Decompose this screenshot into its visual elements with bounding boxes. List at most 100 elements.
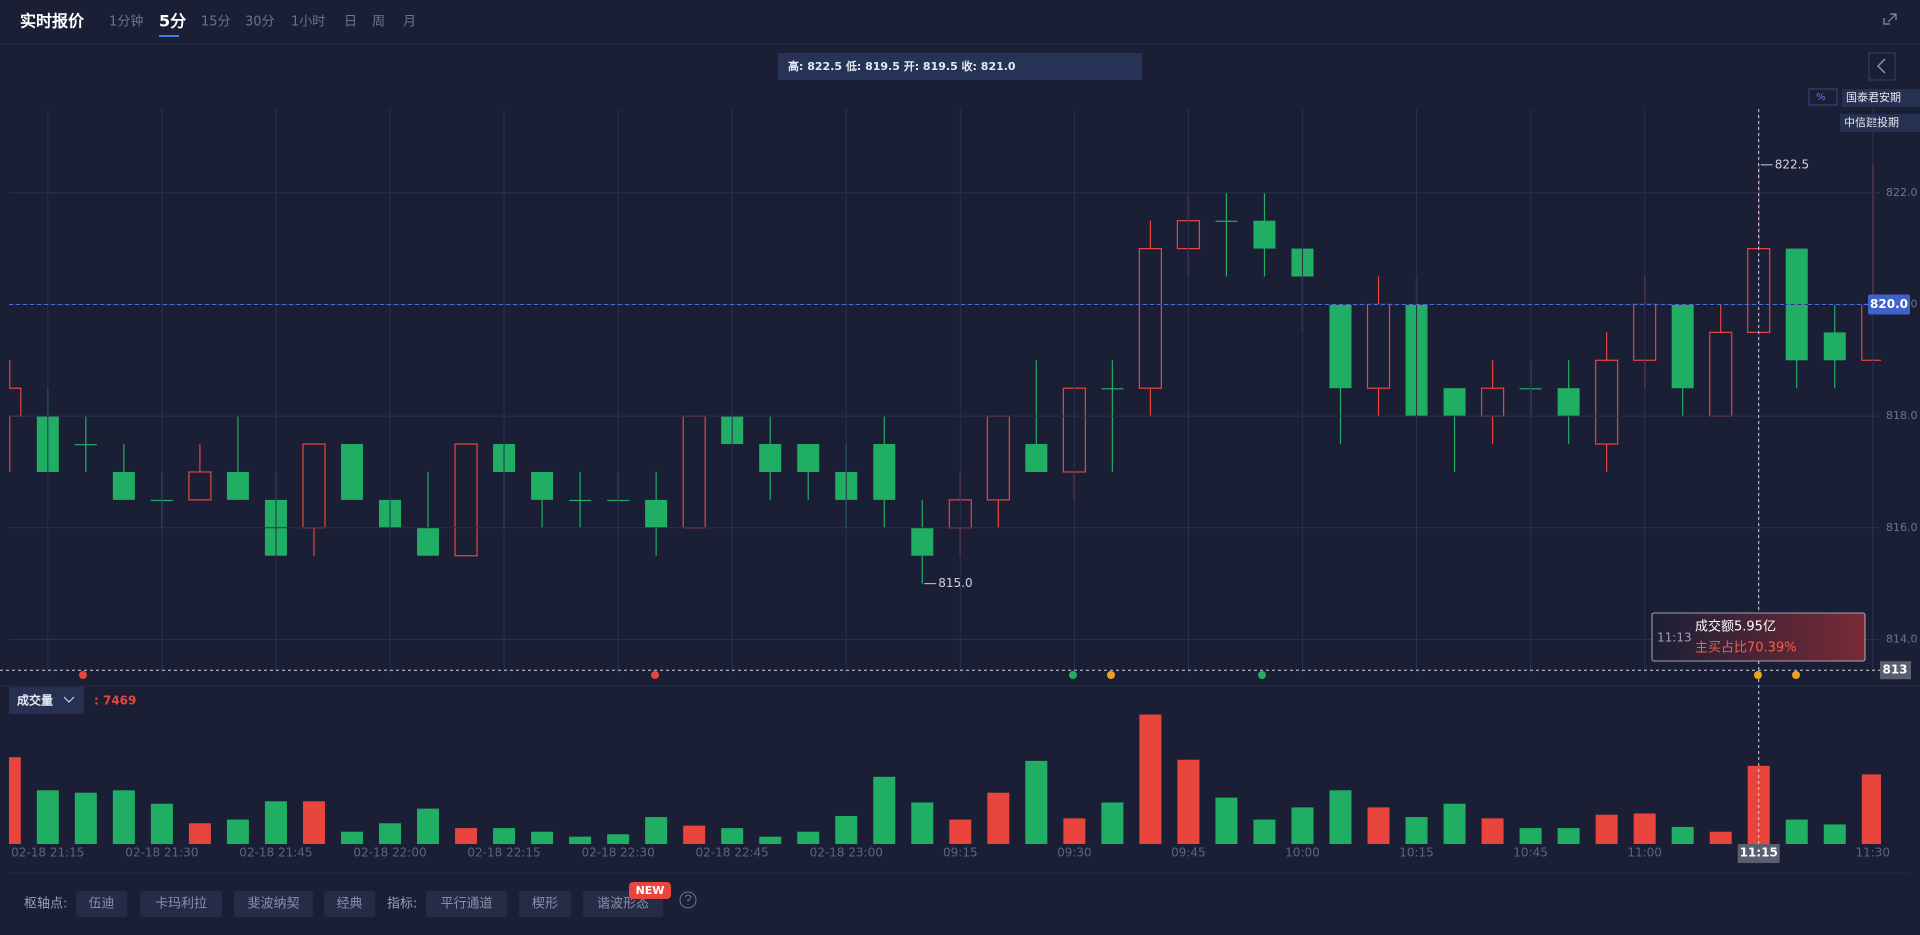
volume-bar: [1367, 807, 1390, 844]
candle-body: [1557, 388, 1580, 417]
volume-title: 成交量: [17, 693, 53, 708]
indicator-button-label: 谐波形态: [597, 897, 649, 912]
candle-body: [454, 443, 478, 557]
x-tick-label: 11:00: [1627, 846, 1662, 860]
volume-bar: [683, 825, 706, 844]
pivot-button-label: 伍迪: [88, 897, 114, 912]
candle-body: [112, 471, 135, 500]
interval-tab[interactable]: 月: [403, 15, 416, 30]
candle-body: [1253, 220, 1276, 249]
indicator-button[interactable]: [519, 891, 571, 917]
crosshair-x-box: [1737, 844, 1780, 863]
pivot-button[interactable]: [234, 891, 313, 917]
y-tick-label: 814.0: [1886, 632, 1918, 645]
volume-bar: [1139, 714, 1162, 844]
broker-name: 国泰君安期: [1846, 90, 1901, 104]
pivot-button-label: 卡玛利拉: [155, 897, 207, 912]
x-tick-label: 10:15: [1399, 846, 1434, 860]
tooltip-amount: 成交额5.95亿: [1695, 619, 1776, 635]
last-price-box: [1868, 294, 1910, 315]
y-tick-label: 816.0: [1886, 521, 1918, 534]
volume-bar: [1671, 826, 1694, 844]
candle-body: [531, 471, 554, 500]
volume-bar: [721, 828, 744, 844]
ohlc-info: 高: 822.5 低: 819.5 开: 819.5 收: 821.0: [788, 59, 1016, 73]
low-label: 815.0: [938, 576, 972, 590]
candle-body: [1709, 331, 1733, 417]
interval-tab[interactable]: 30分: [245, 15, 275, 30]
volume-bar: [1443, 803, 1466, 844]
x-tick-label: 11:30: [1855, 846, 1890, 860]
volume-bar: [1177, 759, 1200, 844]
candle-body: [417, 527, 440, 556]
x-tick-label: 02-18 22:00: [353, 846, 426, 860]
pivot-button[interactable]: [76, 891, 127, 917]
signal-icon: [1069, 671, 1077, 679]
candle-body: [74, 444, 97, 446]
candle-body: [9, 387, 22, 417]
help-icon[interactable]: [679, 891, 697, 909]
page-title: 实时报价: [20, 12, 85, 31]
candle-body: [1480, 387, 1505, 417]
candle-body: [682, 415, 706, 529]
x-tick-label: 02-18 22:45: [696, 846, 769, 860]
tooltip-ratio: 主买占比70.39%: [1695, 641, 1797, 656]
signal-icon: [651, 671, 659, 679]
new-badge-label: NEW: [636, 884, 665, 897]
candle-body: [1671, 304, 1694, 389]
volume-bar: [873, 776, 896, 844]
interval-tab[interactable]: 日: [344, 15, 357, 30]
volume-bar: [379, 823, 401, 844]
candle-body: [1329, 304, 1352, 389]
indicator-button-label: 楔形: [532, 897, 558, 912]
volume-bar: [1329, 790, 1352, 844]
interval-tab[interactable]: 15分: [201, 15, 231, 30]
volume-bar: [1747, 765, 1770, 844]
pivot-button[interactable]: [140, 891, 222, 917]
tooltip-time: 11:13: [1657, 631, 1692, 645]
interval-tab[interactable]: 5分: [159, 12, 186, 31]
candle-body: [1443, 388, 1466, 417]
volume-bar: [74, 792, 97, 844]
pivot-button[interactable]: [324, 891, 375, 917]
broker-tag: [1840, 114, 1920, 132]
percent-box[interactable]: [1808, 88, 1838, 106]
x-tick-label: 09:15: [943, 846, 978, 860]
volume-bar: [112, 790, 135, 844]
interval-tab[interactable]: 1小时: [291, 15, 325, 30]
candle-body: [226, 471, 249, 500]
candle-body: [1138, 248, 1163, 389]
tooltip-box: [1651, 612, 1866, 662]
volume-bar: [1557, 828, 1580, 844]
volume-bar: [455, 828, 478, 844]
candle-body: [873, 444, 896, 500]
volume-bar: [1519, 828, 1542, 844]
volume-bar: [1063, 818, 1086, 844]
volume-bar: [1025, 760, 1048, 844]
interval-tab[interactable]: 周: [372, 15, 385, 30]
volume-bar: [1633, 813, 1656, 844]
x-tick-label: 10:00: [1285, 846, 1320, 860]
candle-body: [1025, 444, 1048, 472]
collapse-button[interactable]: [1868, 52, 1896, 81]
x-tick-label: 11:15: [1740, 846, 1778, 860]
marker-box: [1880, 661, 1911, 680]
percent-icon: %: [1816, 92, 1826, 103]
volume-bar: [36, 790, 59, 844]
volume-bar: [1595, 814, 1618, 844]
volume-bar: [1823, 824, 1846, 844]
x-tick-label: 09:45: [1171, 846, 1206, 860]
volume-bar: [949, 819, 972, 844]
signal-icon: [1792, 671, 1800, 679]
y-tick-label: 818.0: [1886, 409, 1918, 422]
volume-bar: [1291, 807, 1314, 844]
shrink-icon[interactable]: [1883, 13, 1897, 25]
interval-tab[interactable]: 1分钟: [109, 14, 143, 30]
indicator-button[interactable]: [426, 891, 507, 917]
volume-bar: [264, 801, 287, 844]
volume-bar: [9, 757, 21, 844]
help-mark: [684, 894, 692, 905]
volume-selector[interactable]: [9, 687, 84, 714]
signal-icon: [1754, 671, 1762, 679]
